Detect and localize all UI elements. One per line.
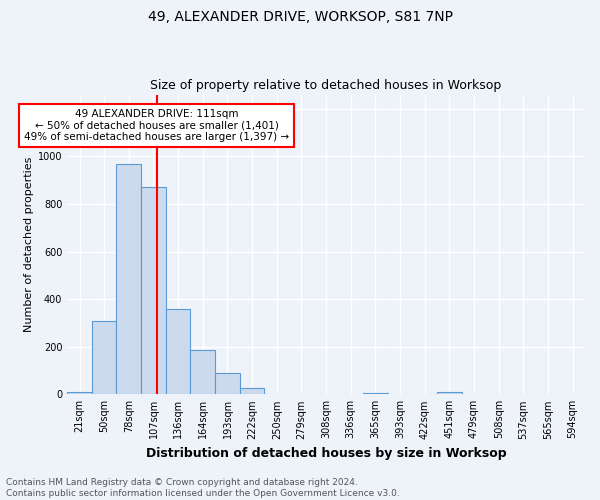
Y-axis label: Number of detached properties: Number of detached properties bbox=[23, 156, 34, 332]
Title: Size of property relative to detached houses in Worksop: Size of property relative to detached ho… bbox=[151, 79, 502, 92]
Bar bbox=[240, 388, 265, 394]
Bar bbox=[166, 308, 190, 394]
Bar bbox=[437, 392, 462, 394]
Bar bbox=[92, 320, 116, 394]
Text: 49, ALEXANDER DRIVE, WORKSOP, S81 7NP: 49, ALEXANDER DRIVE, WORKSOP, S81 7NP bbox=[148, 10, 452, 24]
X-axis label: Distribution of detached houses by size in Worksop: Distribution of detached houses by size … bbox=[146, 447, 506, 460]
Bar bbox=[141, 188, 166, 394]
Bar bbox=[116, 164, 141, 394]
Bar bbox=[190, 350, 215, 395]
Bar bbox=[67, 392, 92, 394]
Text: 49 ALEXANDER DRIVE: 111sqm
← 50% of detached houses are smaller (1,401)
49% of s: 49 ALEXANDER DRIVE: 111sqm ← 50% of deta… bbox=[24, 109, 289, 142]
Bar bbox=[363, 393, 388, 394]
Text: Contains HM Land Registry data © Crown copyright and database right 2024.
Contai: Contains HM Land Registry data © Crown c… bbox=[6, 478, 400, 498]
Bar bbox=[215, 373, 240, 394]
